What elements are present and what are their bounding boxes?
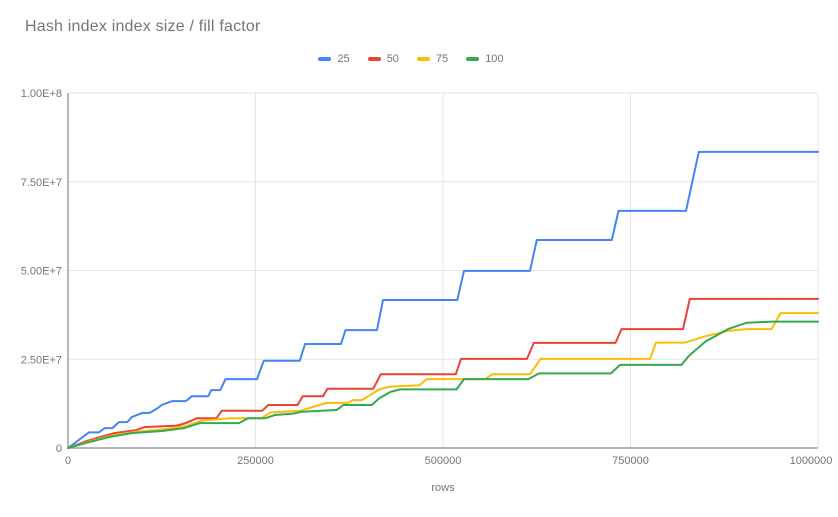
x-tick-label: 0 <box>65 455 71 467</box>
series-line-50[interactable] <box>67 297 819 449</box>
x-axis-title: rows <box>431 482 455 494</box>
legend-swatch-icon <box>416 57 430 61</box>
legend-item-50[interactable]: 50 <box>367 53 399 65</box>
y-tick-label: 1.00E+8 <box>21 88 62 100</box>
legend-swatch-icon <box>466 57 480 61</box>
legend-swatch-icon <box>318 57 332 61</box>
chart-title: Hash index index size / fill factor <box>25 18 261 35</box>
legend-item-25[interactable]: 25 <box>318 53 350 65</box>
series-line-100[interactable] <box>67 320 819 449</box>
x-tick-label: 500000 <box>425 455 462 467</box>
legend-item-75[interactable]: 75 <box>416 53 449 65</box>
series-line-25[interactable] <box>67 150 819 449</box>
legend-label: 50 <box>386 53 399 65</box>
series-line-75[interactable] <box>67 312 819 449</box>
legend-label: 75 <box>435 53 449 65</box>
legend-label: 25 <box>337 53 350 65</box>
chart-legend: 25 50 75 100 <box>0 53 822 65</box>
y-tick-label: 0 <box>56 443 62 455</box>
x-tick-label: 750000 <box>612 455 649 467</box>
legend-swatch-icon <box>367 57 381 61</box>
y-tick-label: 7.50E+7 <box>21 177 62 189</box>
y-tick-label: 2.50E+7 <box>21 354 62 366</box>
y-tick-label: 5.00E+7 <box>21 266 62 278</box>
x-tick-label: 250000 <box>237 455 274 467</box>
legend-label: 100 <box>485 53 504 65</box>
x-tick-label: 1000000 <box>790 455 833 467</box>
legend-item-100[interactable]: 100 <box>466 53 504 65</box>
